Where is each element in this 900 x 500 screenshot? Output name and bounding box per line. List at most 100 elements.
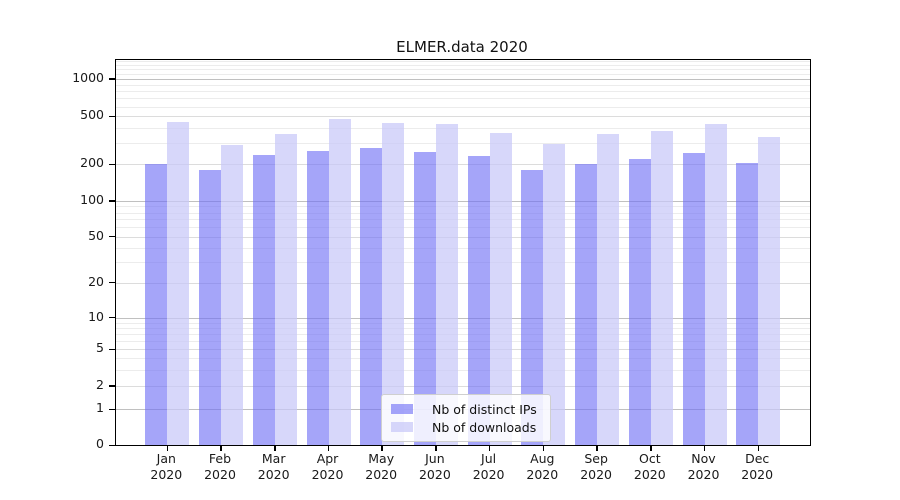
bar-distinct-ips-apr [306,150,329,445]
bar-distinct-ips-jul [467,156,490,445]
x-tick-year: 2020 [687,466,720,482]
x-tick-label: Sep 2020 [565,451,627,482]
x-axis-tick [220,446,222,451]
x-tick-month: Oct [638,451,661,466]
y-gridline-minor [116,227,810,229]
legend-swatch-distinct-ips [391,404,413,414]
x-tick-month: Sep [584,451,608,466]
y-axis-tick [108,316,115,319]
y-axis-tick [108,200,115,202]
bar-distinct-ips-jan [145,163,168,445]
y-gridline-minor [116,91,810,92]
x-tick-label: Jan 2020 [135,451,197,482]
y-tick-label: 100 [80,192,104,207]
x-tick-month: Jun [425,451,445,466]
bar-distinct-ips-sep [575,164,598,445]
y-axis-tick [108,408,115,411]
x-tick-month: May [368,451,395,466]
y-axis-tick [108,163,115,166]
legend-row: Nb of downloads [391,418,542,436]
legend: Nb of distinct IPs Nb of downloads [381,394,551,442]
y-gridline-minor [116,369,810,371]
x-tick-label: Nov 2020 [673,451,735,482]
bar-downloads-jun [435,124,458,445]
y-gridline [116,164,810,166]
x-tick-month: Apr [316,451,339,466]
legend-swatch-downloads [391,422,413,432]
y-axis-tick [108,281,115,284]
bar-distinct-ips-jun [413,151,436,445]
y-gridline-minor [116,341,810,342]
legend-label-distinct-ips: Nb of distinct IPs [432,401,537,417]
y-gridline [116,201,810,202]
x-axis-tick [488,446,491,451]
y-tick-label: 1000 [72,70,104,85]
x-tick-label: Jun 2020 [404,451,466,482]
y-gridline [116,79,810,80]
x-tick-label: Mar 2020 [243,451,305,482]
y-gridline-minor [116,247,810,249]
x-axis-tick [596,446,598,451]
y-axis-tick [108,235,115,238]
y-gridline-minor [116,327,810,329]
y-gridline-minor [116,84,810,86]
x-tick-year: 2020 [633,466,666,482]
x-tick-year: 2020 [580,466,612,482]
bar-downloads-jan [167,122,190,445]
y-axis-tick [108,348,115,351]
bar-distinct-ips-oct [628,158,651,445]
y-tick-label: 5 [96,340,104,356]
y-tick-label: 10 [88,308,104,324]
x-axis-tick [542,446,545,451]
x-tick-year: 2020 [204,466,236,482]
bar-distinct-ips-aug [521,169,544,445]
y-tick-label: 200 [80,155,104,171]
x-tick-month: Mar [261,451,286,466]
plot-area: Nb of distinct IPs Nb of downloads [108,59,811,451]
y-tick-label: 50 [88,227,104,243]
x-tick-label: Dec 2020 [726,451,788,482]
y-gridline [116,317,810,319]
bar-distinct-ips-may [360,148,383,445]
y-gridline-minor [116,69,810,71]
x-axis-tick [166,446,168,451]
y-tick-label: 1 [96,400,104,416]
y-gridline-minor [116,206,810,208]
y-gridline [116,282,810,284]
bar-distinct-ips-dec [736,162,759,445]
y-gridline-minor [116,334,810,335]
x-tick-year: 2020 [365,466,398,482]
bar-downloads-oct [650,131,673,445]
x-tick-month: Jan [156,451,176,466]
bar-downloads-mar [274,133,297,445]
y-gridline-minor [116,262,810,264]
x-axis-tick [274,446,276,451]
x-axis-tick [757,446,759,451]
y-gridline [116,386,810,387]
bar-downloads-aug [543,144,566,445]
x-axis-tick [703,446,706,451]
y-gridline-minor [116,74,810,75]
y-tick-label: 20 [88,273,104,289]
x-tick-year: 2020 [741,466,774,482]
x-tick-year: 2020 [311,466,344,482]
y-gridline-minor [116,143,810,145]
y-gridline-minor [116,65,810,67]
chart-title: ELMER.data 2020 [396,38,528,56]
y-tick-label: 2 [96,377,104,392]
x-tick-month: Nov [691,451,716,466]
x-axis-tick [327,446,330,451]
y-gridline-minor [116,61,810,63]
y-tick-label: 500 [80,107,104,123]
y-gridline-minor [116,128,810,129]
x-tick-month: Dec [745,451,770,466]
x-tick-label: Aug 2020 [511,451,573,482]
y-axis-tick [108,115,115,117]
x-axis-tick [435,446,437,451]
y-gridline [116,236,810,238]
y-gridline-minor [116,358,810,360]
x-tick-year: 2020 [257,466,290,482]
x-tick-label: Jul 2020 [458,451,520,482]
x-tick-month: Feb [208,451,232,466]
